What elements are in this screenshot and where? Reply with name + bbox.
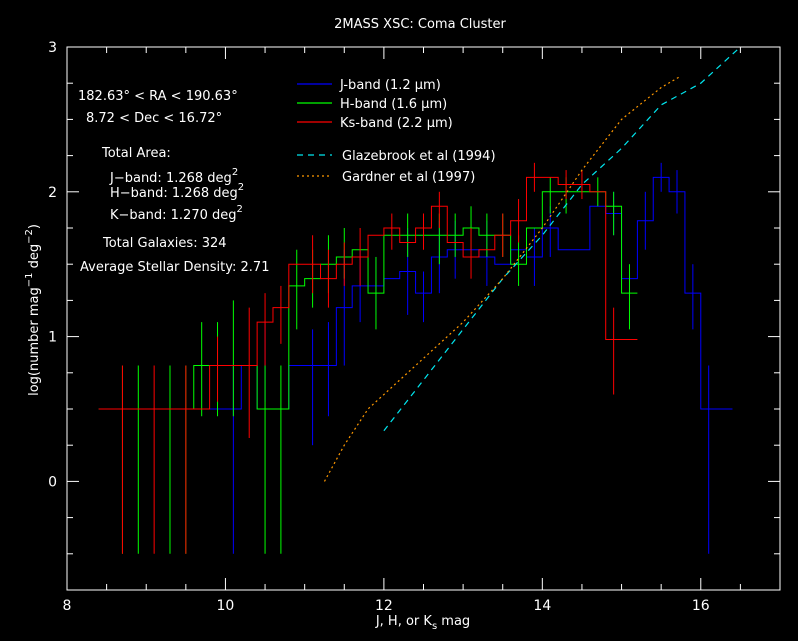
area-j-label: J−band: 1.268 deg	[109, 171, 232, 186]
x-tick-label: 16	[692, 598, 710, 614]
legend-h-band-label: H-band (1.6 μm)	[340, 97, 447, 112]
ks-band-series	[98, 162, 638, 554]
chart-title: 2MASS XSC: Coma Cluster	[334, 17, 506, 32]
x-axis-ticks: 8 10 12 14 16	[63, 47, 781, 614]
dec-range: 8.72 < Dec < 16.72°	[86, 111, 222, 126]
y-tick-label: 1	[48, 330, 57, 346]
model-layer	[323, 46, 741, 482]
stellar-density: Average Stellar Density: 2.71	[80, 260, 269, 275]
area-h: H−band: 1.268 deg2	[110, 182, 244, 201]
y-tick-label: 3	[48, 40, 57, 56]
area-h-label: H−band: 1.268 deg	[110, 186, 238, 201]
x-axis-label-main: J, H, or K	[375, 614, 433, 629]
y-tick-label: 0	[48, 474, 57, 490]
legend-glazebrook-label: Glazebrook et al (1994)	[342, 149, 496, 164]
area-j: J−band: 1.268 deg2	[109, 167, 238, 186]
area-k-label: K−band: 1.270 deg	[110, 208, 237, 223]
y-axis-label-exp2: −2	[24, 229, 35, 244]
series-layer	[98, 162, 733, 554]
y-axis-label-unit: deg	[27, 244, 42, 273]
info-panel: 182.63° < RA < 190.63° 8.72 < Dec < 16.7…	[78, 89, 269, 275]
y-axis-ticks: 0 1 2 3	[48, 40, 780, 591]
legend-ks-band-label: Ks-band (2.2 μm)	[340, 116, 453, 131]
legend-j-band-label: J-band (1.2 μm)	[339, 78, 441, 93]
area-j-sup: 2	[232, 167, 238, 178]
legend: J-band (1.2 μm) H-band (1.6 μm) Ks-band (2…	[297, 78, 496, 185]
total-galaxies: Total Galaxies: 324	[102, 236, 227, 251]
y-tick-label: 2	[48, 185, 57, 201]
x-axis-label: J, H, or Ks mag	[375, 614, 470, 632]
legend-gardner-label: Gardner et al (1997)	[342, 170, 475, 185]
x-tick-label: 14	[533, 598, 551, 614]
area-h-sup: 2	[238, 182, 244, 193]
x-tick-label: 10	[217, 598, 235, 614]
y-axis-label-exp1: −1	[24, 273, 35, 288]
x-tick-label: 8	[63, 598, 72, 614]
x-axis-label-unit: mag	[437, 614, 470, 629]
area-k-sup: 2	[237, 204, 243, 215]
x-tick-label: 12	[375, 598, 393, 614]
area-title: Total Area:	[101, 146, 171, 161]
y-axis-label-close: )	[27, 224, 42, 229]
area-k: K−band: 1.270 deg2	[110, 204, 243, 223]
y-axis-label-main: log(number mag	[27, 287, 42, 396]
glazebrook-1994-curve	[383, 46, 741, 432]
ra-range: 182.63° < RA < 190.63°	[78, 89, 238, 104]
y-axis-label: log(number mag−1 deg−2)	[24, 224, 42, 396]
x-axis-label-subscript: s	[432, 621, 437, 632]
